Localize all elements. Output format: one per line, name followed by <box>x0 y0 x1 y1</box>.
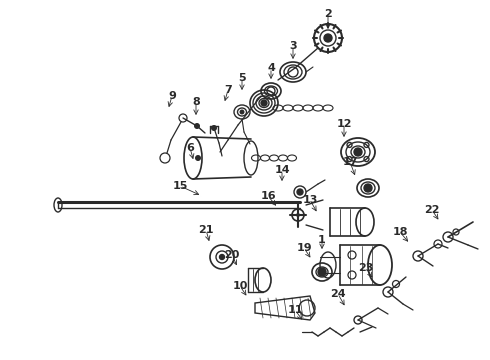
Text: 20: 20 <box>224 250 240 260</box>
Circle shape <box>261 100 267 106</box>
Text: 18: 18 <box>392 227 408 237</box>
Circle shape <box>354 148 362 156</box>
Circle shape <box>324 34 332 42</box>
Text: 3: 3 <box>289 41 297 51</box>
Circle shape <box>211 125 217 131</box>
Text: 8: 8 <box>192 97 200 107</box>
Circle shape <box>240 109 245 114</box>
Text: 4: 4 <box>267 63 275 73</box>
Text: 23: 23 <box>358 263 374 273</box>
Text: 15: 15 <box>172 181 188 191</box>
Text: 24: 24 <box>330 289 346 299</box>
Text: 22: 22 <box>424 205 440 215</box>
Text: 19: 19 <box>296 243 312 253</box>
Circle shape <box>364 184 372 192</box>
Text: 13: 13 <box>302 195 318 205</box>
Text: 9: 9 <box>168 91 176 101</box>
Text: 5: 5 <box>238 73 246 83</box>
Text: 2: 2 <box>324 9 332 19</box>
Text: 11: 11 <box>287 305 303 315</box>
Circle shape <box>194 123 200 129</box>
Circle shape <box>297 189 303 195</box>
Text: 16: 16 <box>260 191 276 201</box>
Text: 6: 6 <box>186 143 194 153</box>
Text: 10: 10 <box>232 281 247 291</box>
Text: 17: 17 <box>342 157 358 167</box>
Text: 7: 7 <box>224 85 232 95</box>
Circle shape <box>220 255 224 260</box>
Text: 1: 1 <box>318 235 326 245</box>
Circle shape <box>195 155 201 161</box>
Text: 14: 14 <box>274 165 290 175</box>
Circle shape <box>318 268 326 276</box>
Circle shape <box>296 213 300 217</box>
Text: 21: 21 <box>198 225 214 235</box>
Text: 12: 12 <box>336 119 352 129</box>
